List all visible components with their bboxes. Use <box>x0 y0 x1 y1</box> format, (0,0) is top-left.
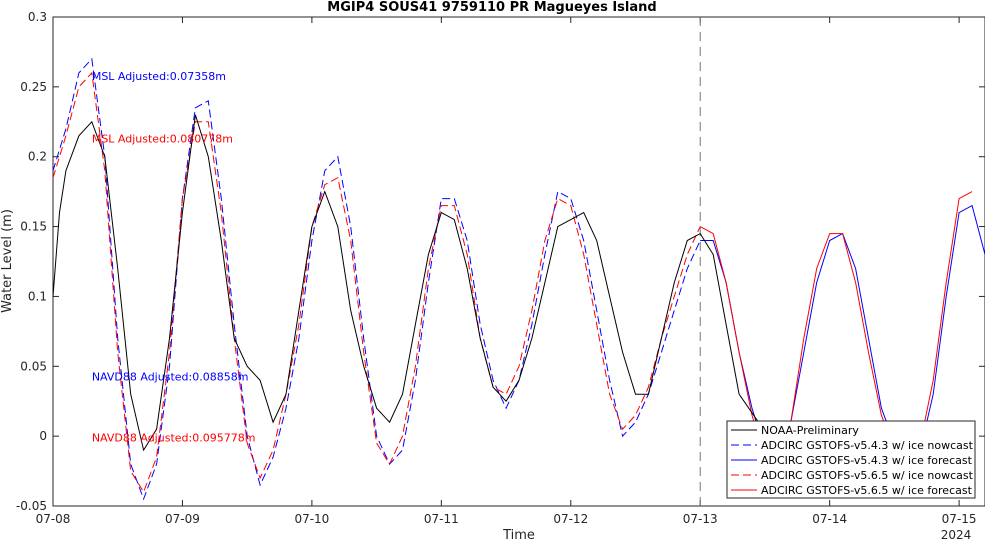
annotation-text: MSL Adjusted:0.080778m <box>92 133 233 146</box>
annotation-text: NAVD88 Adjusted:0.095778m <box>92 432 256 445</box>
x-tick-label: 07-14 <box>812 512 847 526</box>
x-tick-label: 07-10 <box>294 512 329 526</box>
x-axis-label: Time <box>502 528 535 541</box>
y-tick-label: -0.05 <box>16 499 47 513</box>
x-tick-label: 07-13 <box>683 512 718 526</box>
y-tick-label: 0.2 <box>28 150 47 164</box>
y-axis: -0.05 0 0.05 0.1 0.15 0.2 0.25 0.3 <box>16 10 985 513</box>
y-tick-label: 0.15 <box>20 220 47 234</box>
y-tick-label: 0.1 <box>28 289 47 303</box>
y-tick-label: 0 <box>39 429 47 443</box>
series-line-4 <box>699 191 973 465</box>
annotation-text: MSL Adjusted:0.07358m <box>92 70 226 83</box>
series-line-0 <box>52 114 759 452</box>
legend-label: NOAA-Preliminary <box>761 424 859 437</box>
y-tick-label: 0.05 <box>20 359 47 373</box>
y-tick-label: 0.3 <box>28 10 47 24</box>
x-tick-label: 07-15 <box>942 512 977 526</box>
legend-box <box>726 420 976 499</box>
series-line-1 <box>52 57 701 501</box>
legend-label: ADCIRC GSTOFS-v5.6.5 w/ ice forecast <box>761 484 973 497</box>
y-tick-label: 0.25 <box>20 80 47 94</box>
annotations: MSL Adjusted:0.07358m MSL Adjusted:0.0807… <box>92 70 256 445</box>
x-tick-label: 07-08 <box>36 512 71 526</box>
legend: NOAA-Preliminary ADCIRC GSTOFS-v5.4.3 w/ … <box>726 420 976 499</box>
legend-label: ADCIRC GSTOFS-v5.4.3 w/ ice nowcast <box>761 439 974 452</box>
x-year-label: 2024 <box>941 528 972 541</box>
x-tick-label: 07-11 <box>424 512 459 526</box>
legend-label: ADCIRC GSTOFS-v5.6.5 w/ ice nowcast <box>761 469 974 482</box>
series-line-3 <box>52 71 701 494</box>
legend-label: ADCIRC GSTOFS-v5.4.3 w/ ice forecast <box>761 454 973 467</box>
chart-title: MGIP4 SOUS41 9759110 PR Magueyes Island <box>327 0 656 15</box>
x-axis: 07-08 07-09 07-10 07-11 07-12 07-13 07-14 07-15 <box>36 17 977 526</box>
x-tick-label: 07-09 <box>165 512 200 526</box>
annotation-text: NAVD88 Adjusted:0.08858m <box>92 370 249 383</box>
y-axis-label: Water Level (m) <box>0 209 15 313</box>
x-tick-label: 07-12 <box>553 512 588 526</box>
series-layer <box>52 57 985 501</box>
